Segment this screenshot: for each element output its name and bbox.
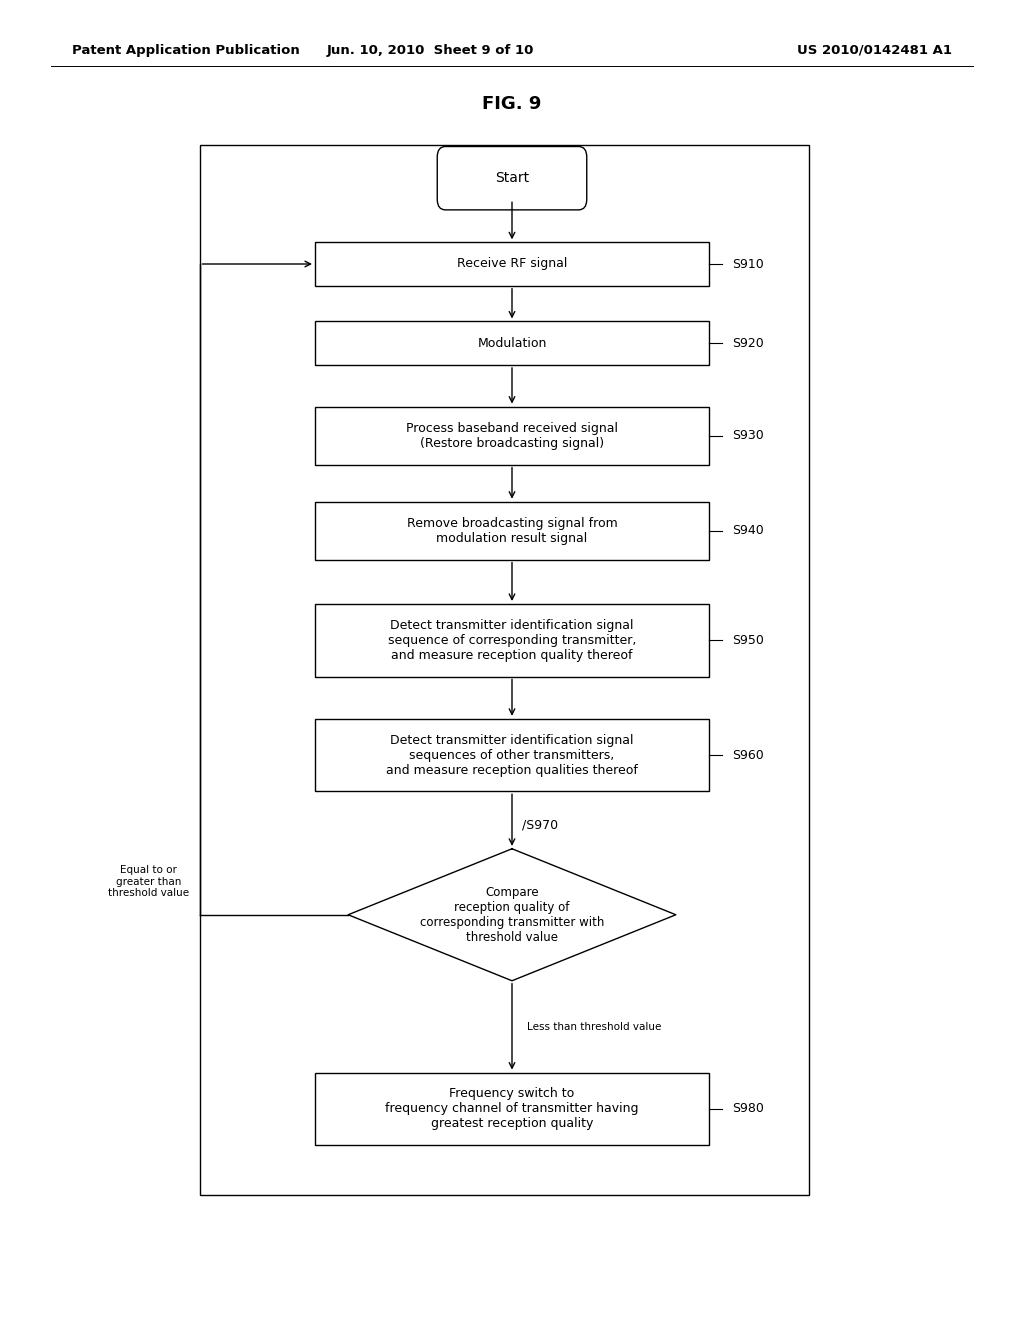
FancyBboxPatch shape bbox=[437, 147, 587, 210]
Text: Receive RF signal: Receive RF signal bbox=[457, 257, 567, 271]
Text: US 2010/0142481 A1: US 2010/0142481 A1 bbox=[798, 44, 952, 57]
Text: S910: S910 bbox=[732, 257, 764, 271]
FancyBboxPatch shape bbox=[315, 321, 709, 364]
Text: Compare
reception quality of
corresponding transmitter with
threshold value: Compare reception quality of correspondi… bbox=[420, 886, 604, 944]
FancyBboxPatch shape bbox=[315, 242, 709, 286]
Text: Jun. 10, 2010  Sheet 9 of 10: Jun. 10, 2010 Sheet 9 of 10 bbox=[327, 44, 534, 57]
FancyBboxPatch shape bbox=[315, 407, 709, 465]
FancyBboxPatch shape bbox=[315, 718, 709, 792]
Text: S980: S980 bbox=[732, 1102, 764, 1115]
Text: S940: S940 bbox=[732, 524, 764, 537]
Text: S930: S930 bbox=[732, 429, 764, 442]
Text: Start: Start bbox=[495, 172, 529, 185]
FancyBboxPatch shape bbox=[315, 502, 709, 560]
Text: Remove broadcasting signal from
modulation result signal: Remove broadcasting signal from modulati… bbox=[407, 516, 617, 545]
FancyBboxPatch shape bbox=[315, 605, 709, 676]
Text: S960: S960 bbox=[732, 748, 764, 762]
FancyBboxPatch shape bbox=[315, 1072, 709, 1144]
Text: Patent Application Publication: Patent Application Publication bbox=[72, 44, 299, 57]
Text: Detect transmitter identification signal
sequence of corresponding transmitter,
: Detect transmitter identification signal… bbox=[388, 619, 636, 661]
Text: FIG. 9: FIG. 9 bbox=[482, 95, 542, 114]
Text: Process baseband received signal
(Restore broadcasting signal): Process baseband received signal (Restor… bbox=[406, 421, 618, 450]
Polygon shape bbox=[348, 849, 676, 981]
Text: Detect transmitter identification signal
sequences of other transmitters,
and me: Detect transmitter identification signal… bbox=[386, 734, 638, 776]
Text: Less than threshold value: Less than threshold value bbox=[527, 1022, 662, 1032]
Text: Equal to or
greater than
threshold value: Equal to or greater than threshold value bbox=[108, 865, 189, 899]
Text: S920: S920 bbox=[732, 337, 764, 350]
Text: Modulation: Modulation bbox=[477, 337, 547, 350]
Text: S950: S950 bbox=[732, 634, 764, 647]
Text: Frequency switch to
frequency channel of transmitter having
greatest reception q: Frequency switch to frequency channel of… bbox=[385, 1088, 639, 1130]
Text: /S970: /S970 bbox=[522, 818, 558, 832]
